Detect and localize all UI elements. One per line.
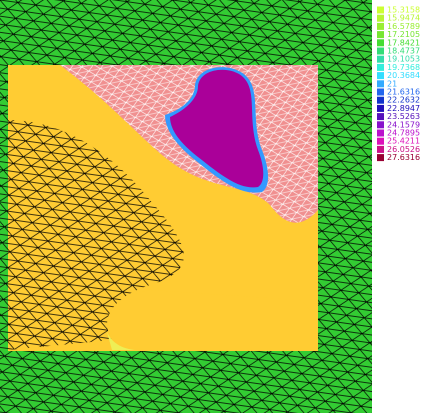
legend-swatch [377, 154, 384, 161]
legend-swatch [377, 121, 384, 128]
legend-swatch [377, 48, 384, 55]
page: 15.315815.947416.578917.210517.842118.47… [0, 0, 427, 416]
legend-label: 27.6316 [387, 153, 420, 162]
legend: 15.315815.947416.578917.210517.842118.47… [377, 6, 420, 163]
legend-swatch [377, 7, 384, 14]
legend-swatch [377, 31, 384, 38]
legend-swatch [377, 56, 384, 63]
legend-swatch [377, 80, 384, 87]
legend-swatch [377, 138, 384, 145]
legend-swatch [377, 23, 384, 30]
legend-swatch [377, 97, 384, 104]
legend-swatch [377, 15, 384, 22]
legend-swatch [377, 72, 384, 79]
legend-swatch [377, 130, 384, 137]
legend-swatch [377, 89, 384, 96]
legend-swatch [377, 113, 384, 120]
legend-swatch [377, 105, 384, 112]
mesh-plot: 15.315815.947416.578917.210517.842118.47… [0, 0, 427, 416]
legend-swatch [377, 39, 384, 46]
legend-swatch [377, 64, 384, 71]
legend-swatch [377, 146, 384, 153]
